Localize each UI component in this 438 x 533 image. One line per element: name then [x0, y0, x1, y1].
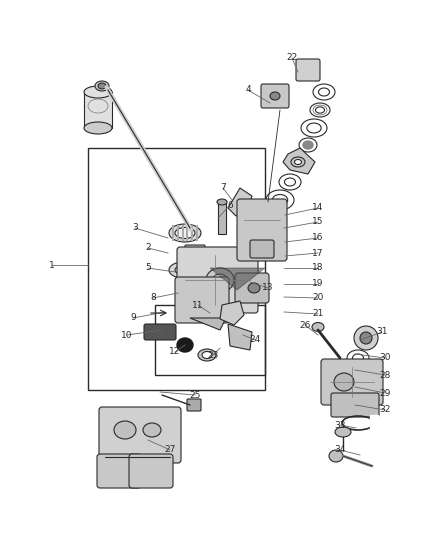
Bar	[370, 415, 378, 431]
Ellipse shape	[335, 427, 351, 437]
FancyBboxPatch shape	[185, 245, 205, 263]
Polygon shape	[190, 318, 226, 330]
Ellipse shape	[175, 265, 191, 274]
Ellipse shape	[198, 349, 216, 361]
Text: 12: 12	[170, 348, 181, 357]
Text: 28: 28	[379, 370, 391, 379]
FancyBboxPatch shape	[177, 247, 258, 313]
Bar	[187, 225, 188, 241]
FancyBboxPatch shape	[187, 399, 201, 411]
Text: 19: 19	[312, 279, 324, 288]
Ellipse shape	[84, 122, 112, 134]
FancyBboxPatch shape	[235, 273, 269, 303]
Ellipse shape	[177, 338, 193, 352]
Text: 34: 34	[334, 446, 346, 455]
Ellipse shape	[169, 224, 201, 242]
Text: 4: 4	[245, 85, 251, 94]
Ellipse shape	[270, 92, 280, 100]
Text: 5: 5	[145, 263, 151, 272]
Text: 15: 15	[312, 217, 324, 227]
Text: 10: 10	[121, 330, 133, 340]
Ellipse shape	[334, 373, 354, 391]
FancyBboxPatch shape	[331, 393, 379, 417]
Bar	[218, 202, 226, 234]
Text: 23: 23	[207, 351, 219, 359]
Ellipse shape	[98, 83, 106, 89]
Ellipse shape	[329, 450, 343, 462]
FancyBboxPatch shape	[321, 359, 383, 405]
Text: 30: 30	[379, 353, 391, 362]
Ellipse shape	[285, 178, 296, 186]
Ellipse shape	[175, 228, 195, 238]
Ellipse shape	[143, 423, 161, 437]
Ellipse shape	[84, 86, 112, 98]
Ellipse shape	[353, 354, 364, 362]
Text: 24: 24	[249, 335, 261, 344]
Text: 9: 9	[130, 313, 136, 322]
Bar	[172, 225, 174, 241]
Polygon shape	[228, 188, 252, 216]
Text: 13: 13	[262, 284, 274, 293]
Bar	[155, 305, 265, 375]
Text: 22: 22	[286, 53, 298, 62]
Text: 29: 29	[379, 389, 391, 398]
Text: 26: 26	[299, 320, 311, 329]
FancyBboxPatch shape	[97, 454, 141, 488]
Text: 2: 2	[145, 244, 151, 253]
Circle shape	[354, 326, 378, 350]
Text: 17: 17	[312, 248, 324, 257]
Text: 20: 20	[312, 294, 324, 303]
FancyBboxPatch shape	[261, 84, 289, 108]
Ellipse shape	[307, 123, 321, 133]
Polygon shape	[220, 301, 244, 325]
Bar	[84, 92, 112, 128]
FancyBboxPatch shape	[296, 59, 320, 81]
Polygon shape	[283, 148, 315, 174]
Bar	[88, 148, 265, 390]
Text: 25: 25	[189, 391, 201, 400]
Ellipse shape	[248, 283, 260, 293]
Text: 1: 1	[49, 261, 55, 270]
Ellipse shape	[294, 159, 301, 165]
Ellipse shape	[312, 322, 324, 332]
Bar	[177, 225, 179, 241]
Text: 6: 6	[227, 200, 233, 209]
Ellipse shape	[114, 421, 136, 439]
Polygon shape	[228, 324, 252, 350]
Text: 8: 8	[150, 294, 156, 303]
Text: 21: 21	[312, 310, 324, 319]
Text: 33: 33	[334, 421, 346, 430]
Text: 11: 11	[192, 301, 204, 310]
Ellipse shape	[169, 262, 197, 278]
Text: 3: 3	[132, 223, 138, 232]
Text: 14: 14	[312, 204, 324, 213]
FancyBboxPatch shape	[129, 454, 173, 488]
Text: 18: 18	[312, 263, 324, 272]
FancyBboxPatch shape	[237, 199, 287, 261]
Text: 16: 16	[312, 233, 324, 243]
Ellipse shape	[315, 107, 325, 113]
Bar	[191, 225, 193, 241]
Ellipse shape	[318, 88, 329, 96]
Ellipse shape	[202, 351, 212, 359]
Circle shape	[360, 332, 372, 344]
Ellipse shape	[272, 195, 288, 206]
Bar	[182, 225, 184, 241]
Text: 27: 27	[164, 446, 176, 455]
Text: 7: 7	[220, 183, 226, 192]
FancyBboxPatch shape	[250, 240, 274, 258]
FancyBboxPatch shape	[99, 407, 181, 463]
FancyBboxPatch shape	[175, 277, 229, 323]
Ellipse shape	[213, 274, 227, 286]
Ellipse shape	[303, 141, 313, 149]
Polygon shape	[210, 268, 265, 290]
Bar	[196, 225, 198, 241]
Text: 32: 32	[379, 406, 391, 415]
Ellipse shape	[304, 142, 311, 148]
Ellipse shape	[95, 81, 109, 91]
Ellipse shape	[206, 268, 234, 292]
FancyBboxPatch shape	[144, 324, 176, 340]
Ellipse shape	[217, 199, 227, 205]
Text: 31: 31	[376, 327, 388, 336]
